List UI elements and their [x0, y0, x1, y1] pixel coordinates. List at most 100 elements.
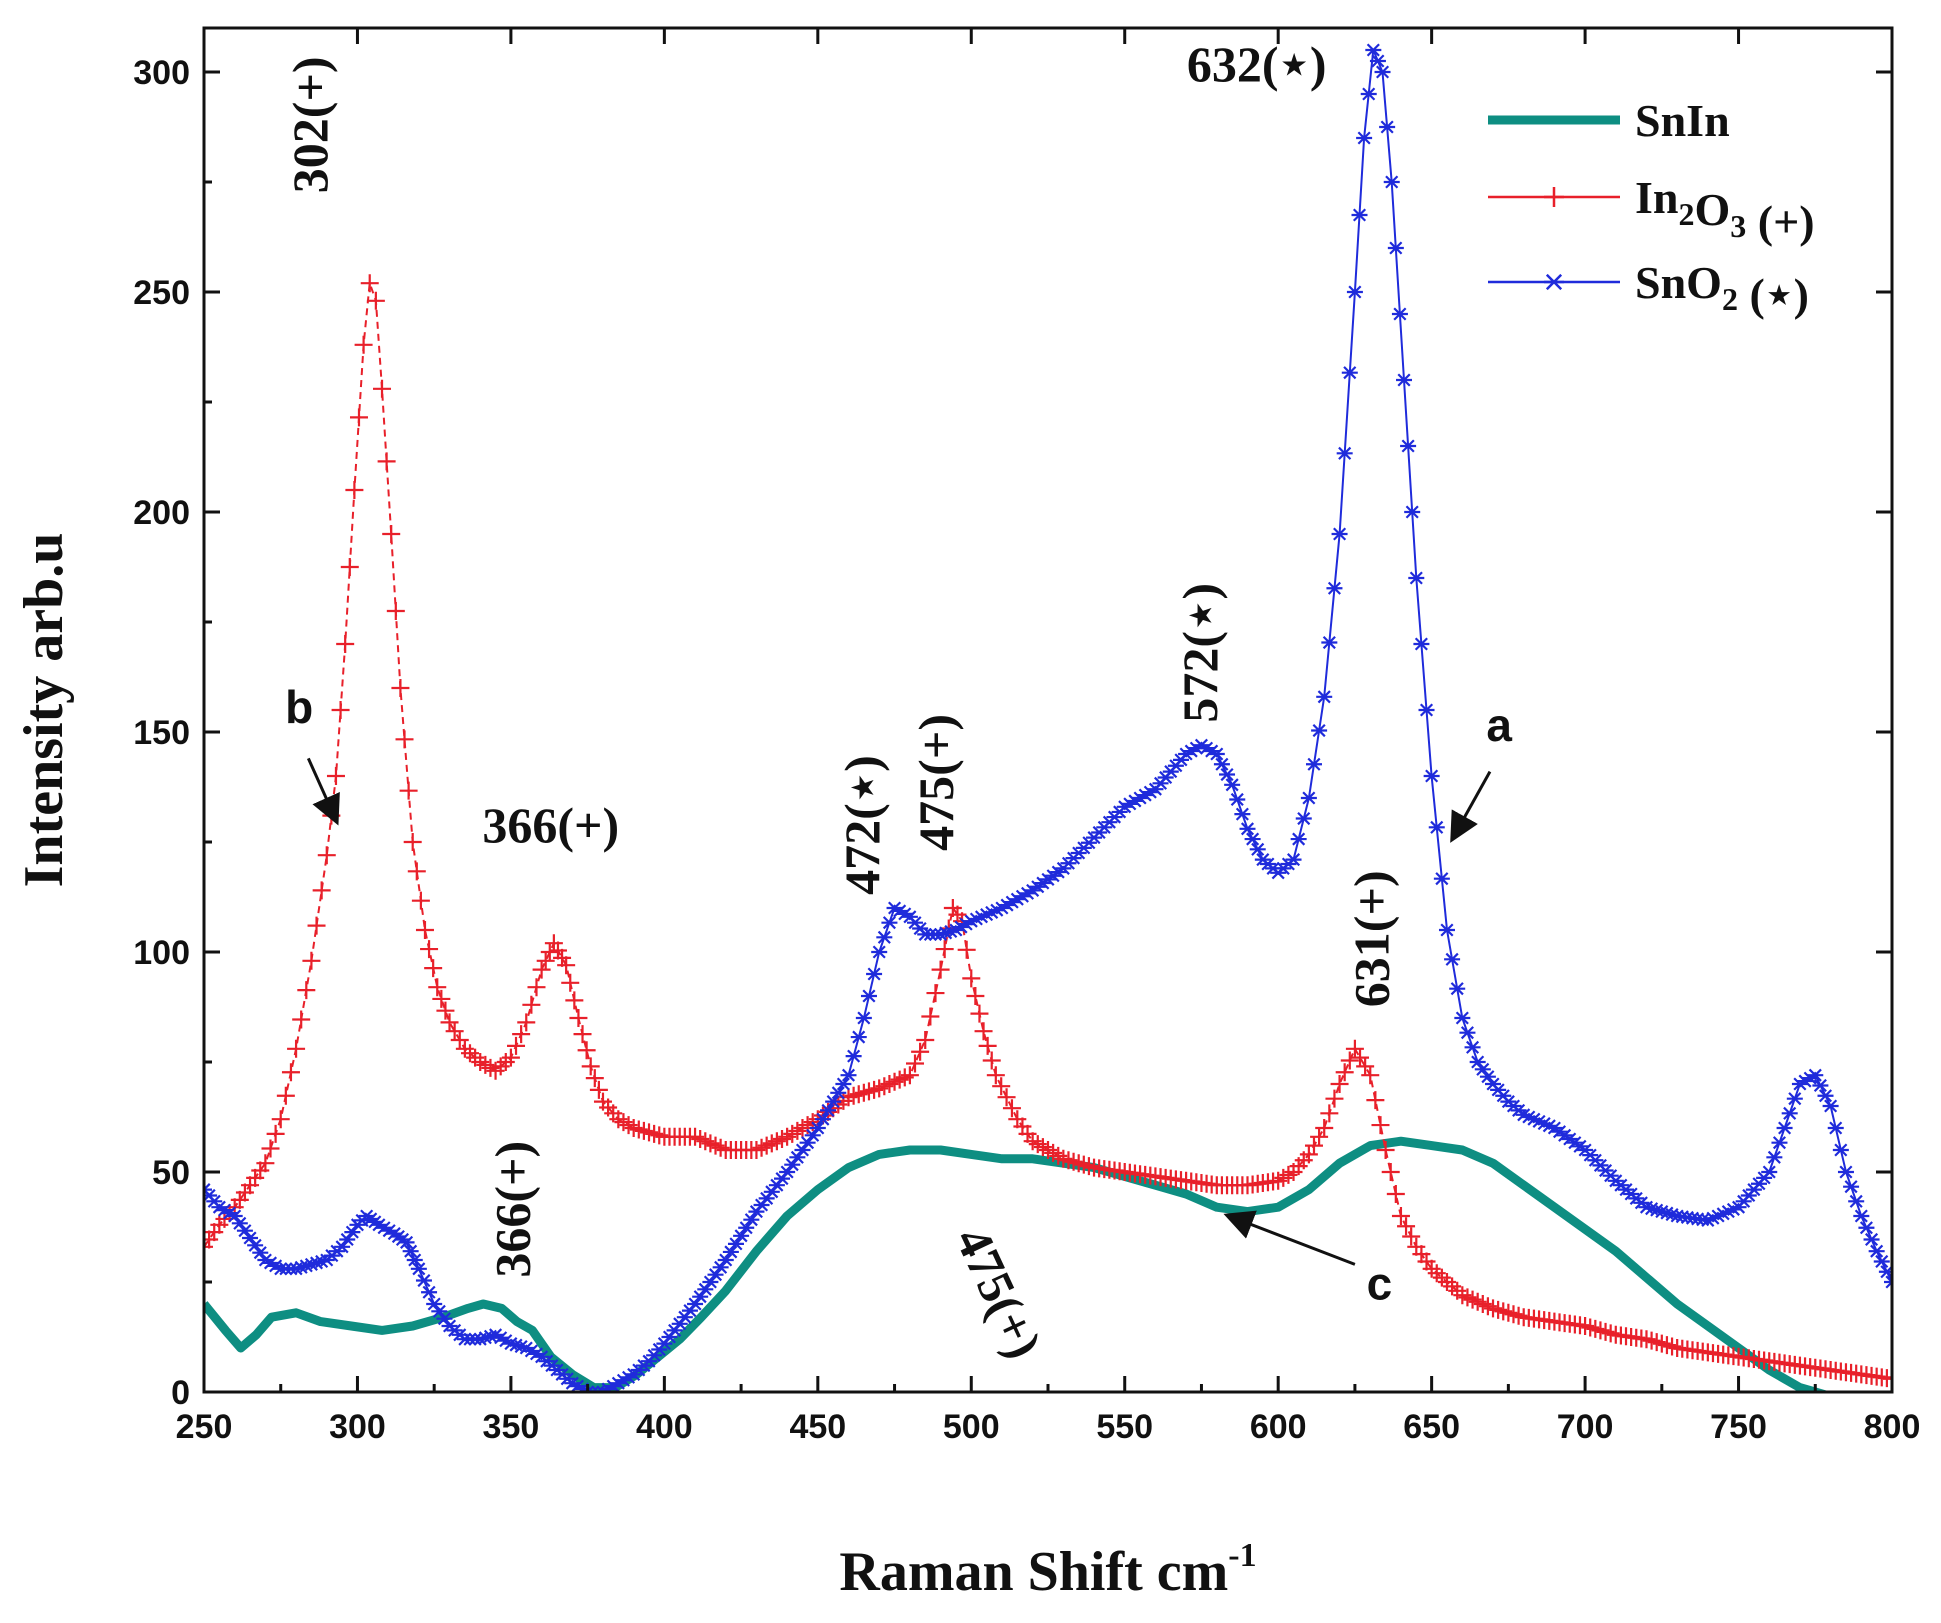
data-point — [1229, 792, 1246, 807]
data-point — [850, 1030, 867, 1044]
data-point — [986, 1066, 1005, 1085]
curve-arrow — [1223, 1210, 1356, 1266]
data-point — [1397, 1217, 1416, 1236]
data-point — [573, 1025, 592, 1044]
data-point — [226, 1209, 243, 1223]
data-point — [334, 1240, 351, 1254]
data-point — [1601, 1324, 1620, 1343]
data-point — [377, 452, 396, 471]
series-line — [204, 282, 1892, 1380]
data-point — [565, 991, 584, 1010]
data-point — [1208, 747, 1225, 761]
data-point — [885, 1072, 904, 1091]
data-point — [577, 1041, 596, 1060]
data-point — [415, 1273, 432, 1288]
data-point — [1391, 307, 1408, 321]
data-point — [386, 602, 405, 620]
data-point — [1776, 1121, 1793, 1135]
data-point — [859, 1082, 878, 1101]
data-point — [692, 1290, 709, 1304]
data-point — [1663, 1337, 1682, 1356]
data-point — [1504, 1305, 1523, 1324]
data-point — [276, 1086, 295, 1105]
data-point — [916, 1031, 935, 1049]
curve-arrow — [1450, 770, 1492, 843]
data-point — [1474, 1062, 1491, 1076]
data-point — [428, 978, 447, 997]
data-point — [345, 481, 364, 499]
legend-label: SnIn — [1635, 95, 1730, 146]
peak-annotations: 302(+) 366(+) 366(+) 472(⋆) 475(+) 572(⋆) 632(… — [282, 36, 1400, 1366]
data-point — [1331, 527, 1348, 541]
data-point — [1459, 1026, 1476, 1040]
data-point — [1499, 1303, 1518, 1322]
data-point — [686, 1127, 705, 1146]
x-axis-title: Raman Shift cm-1 — [839, 1537, 1256, 1603]
data-point — [354, 335, 373, 354]
data-point — [966, 987, 985, 1005]
legend: SnIn In2O3 (+) SnO2 (⋆) — [1488, 95, 1815, 320]
data-point — [402, 1244, 419, 1258]
peak-label: 572(⋆) — [1172, 583, 1228, 723]
data-point — [1374, 65, 1391, 79]
y-tick-label: 200 — [133, 494, 190, 532]
data-point — [1781, 1106, 1798, 1120]
data-point — [840, 1068, 857, 1082]
x-tick-label: 250 — [176, 1408, 233, 1446]
data-point — [738, 1221, 755, 1235]
data-point — [1883, 1369, 1892, 1388]
data-point — [854, 1083, 873, 1102]
data-point — [445, 1022, 464, 1041]
data-point — [1249, 842, 1266, 856]
data-point — [794, 1143, 811, 1157]
data-point — [339, 1232, 356, 1247]
y-tick-label: 0 — [171, 1374, 190, 1412]
data-point — [415, 921, 434, 939]
data-point — [774, 1172, 791, 1186]
x-tick-label: 600 — [1250, 1408, 1307, 1446]
data-point — [982, 1051, 1001, 1070]
data-point — [1786, 1092, 1803, 1106]
data-point — [1304, 1136, 1323, 1155]
data-point — [645, 1124, 664, 1143]
data-point — [1285, 853, 1302, 867]
data-point — [855, 1011, 872, 1025]
data-point — [544, 934, 563, 953]
data-point — [706, 1136, 725, 1155]
x-axis-title-superscript: -1 — [1228, 1537, 1256, 1574]
data-point — [398, 1235, 415, 1249]
data-point — [1369, 54, 1386, 68]
data-point — [1873, 1254, 1890, 1269]
data-point — [881, 916, 898, 930]
data-point — [382, 525, 401, 543]
data-point — [1581, 1318, 1600, 1337]
data-point — [271, 1110, 290, 1129]
x-tick-label: 450 — [789, 1408, 846, 1446]
x-tick-label: 650 — [1403, 1408, 1460, 1446]
y-tick-label: 300 — [133, 54, 190, 92]
data-point — [911, 1042, 930, 1061]
series-snin — [204, 1136, 1892, 1392]
data-point — [242, 1231, 259, 1245]
data-point — [957, 940, 976, 959]
peak-label: 475(+) — [908, 714, 964, 851]
data-point — [849, 1085, 868, 1104]
data-point — [711, 1138, 730, 1157]
data-point — [331, 701, 350, 719]
data-point — [773, 1130, 792, 1148]
data-point — [1832, 1143, 1849, 1157]
data-point — [366, 291, 385, 310]
peak-label: 472(⋆) — [834, 755, 890, 895]
data-point — [1386, 1185, 1405, 1203]
data-point — [326, 767, 345, 785]
data-point — [1351, 1048, 1370, 1067]
data-point — [845, 1049, 862, 1063]
data-point — [1325, 1089, 1344, 1108]
data-point — [256, 1154, 275, 1173]
data-point — [395, 730, 414, 749]
data-point — [391, 679, 410, 697]
data-point — [507, 1036, 526, 1055]
data-point — [548, 941, 567, 960]
data-point — [1326, 581, 1343, 595]
data-point — [532, 960, 551, 979]
